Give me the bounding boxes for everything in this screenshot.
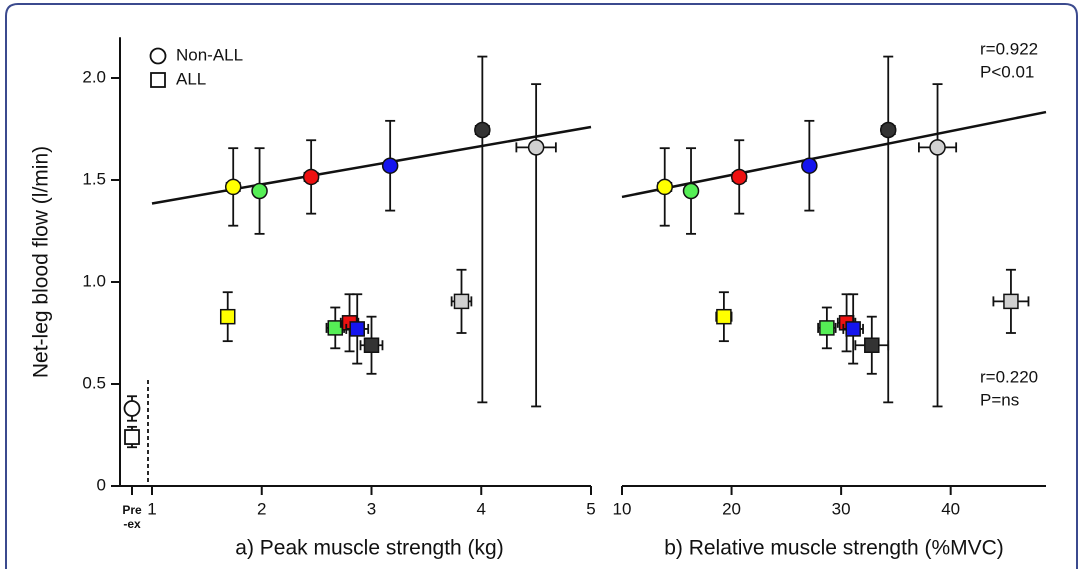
- x-tick-label: 4: [477, 499, 486, 518]
- circle-marker: [381, 157, 399, 174]
- circle-marker: [801, 157, 818, 174]
- y-error-bar: [531, 83, 542, 408]
- x-tick-label: 3: [367, 499, 376, 518]
- square-marker: [150, 72, 166, 88]
- circle-marker: [302, 168, 320, 186]
- x-axis-title: b) Relative muscle strength (%MVC): [664, 537, 1004, 560]
- square-marker: [124, 429, 140, 445]
- x-tick-label: 20: [722, 499, 741, 518]
- annotation: r=0.220: [980, 367, 1038, 386]
- fit-line: [621, 110, 1047, 199]
- x-tick-label: 5: [586, 499, 595, 518]
- y-tick-label: 0: [97, 475, 106, 494]
- legend-label: Non-ALL: [176, 45, 243, 64]
- square-marker: [716, 308, 732, 325]
- y-error-bar: [883, 55, 894, 404]
- circle-marker: [929, 139, 946, 156]
- y-tick-label: 0.5: [82, 373, 106, 392]
- circle-marker: [251, 182, 268, 200]
- x-tick-label: 2: [257, 499, 266, 518]
- square-marker: [453, 293, 470, 310]
- y-tick-label: 2.0: [82, 67, 106, 86]
- circle-marker: [149, 47, 167, 65]
- square-marker: [845, 321, 861, 337]
- circle-marker: [682, 182, 700, 200]
- frame: [5, 3, 1078, 569]
- pre-ex-label: -ex: [123, 517, 141, 531]
- y-tick-label: 1.0: [82, 271, 106, 290]
- x-tick-label: 1: [147, 499, 156, 518]
- x-tick-label: 10: [613, 499, 632, 518]
- legend-label: ALL: [176, 69, 206, 88]
- annotation: P<0.01: [980, 62, 1034, 81]
- square-marker: [864, 337, 880, 353]
- square-marker: [219, 308, 236, 325]
- circle-marker: [123, 400, 141, 417]
- y-error-bar: [477, 55, 488, 404]
- fit-line: [151, 125, 592, 205]
- square-marker: [819, 320, 835, 336]
- y-error-bar: [932, 83, 943, 408]
- square-marker: [363, 337, 380, 353]
- annotation: P=ns: [980, 390, 1019, 409]
- x-axis-title: a) Peak muscle strength (kg): [235, 537, 503, 560]
- y-tick-label: 1.5: [82, 169, 106, 188]
- annotation: r=0.922: [980, 39, 1038, 58]
- x-tick-label: 40: [941, 499, 960, 518]
- circle-marker: [879, 121, 897, 139]
- square-marker: [349, 321, 365, 337]
- pre-ex-label: Pre: [122, 503, 142, 517]
- x-tick-label: 30: [832, 499, 851, 518]
- circle-marker: [730, 168, 748, 186]
- circle-marker: [224, 178, 242, 196]
- circle-marker: [474, 121, 491, 139]
- circle-marker: [527, 139, 545, 156]
- y-axis-title: Net-leg blood flow (l/min): [30, 146, 53, 378]
- square-marker: [1003, 293, 1019, 310]
- circle-marker: [656, 178, 673, 196]
